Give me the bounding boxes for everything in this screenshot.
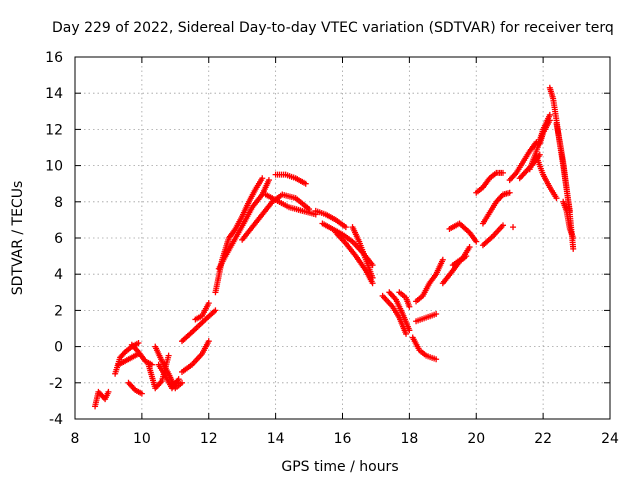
data-point: [212, 307, 219, 314]
axis-ticks: [74, 56, 611, 420]
data-point: [179, 379, 185, 386]
x-tick-label: 22: [534, 431, 552, 447]
x-tick-label: 24: [601, 431, 619, 447]
y-tick-label: 8: [54, 195, 63, 211]
data-point: [302, 180, 309, 187]
data-point: [439, 256, 446, 263]
y-tick-label: 4: [54, 267, 63, 283]
y-tick-label: 12: [45, 122, 63, 138]
y-tick-label: -2: [49, 376, 63, 392]
data-point: [306, 206, 313, 213]
data-point: [259, 175, 266, 182]
y-tick-label: 0: [54, 340, 63, 356]
data-point: [105, 388, 112, 395]
data-point: [205, 338, 212, 345]
x-tick-label: 16: [334, 431, 352, 447]
data-point: [403, 330, 410, 337]
data-point: [138, 390, 145, 397]
x-tick-label: 12: [200, 431, 218, 447]
data-point: [342, 224, 349, 231]
data-point: [510, 224, 517, 231]
data-point: [175, 376, 182, 383]
data-point: [570, 235, 577, 241]
data-point: [265, 177, 272, 184]
data-point: [466, 244, 473, 251]
y-tick-label: -4: [49, 412, 63, 428]
chart-title: Day 229 of 2022, Sidereal Day-to-day VTE…: [52, 20, 614, 36]
data-point: [369, 280, 376, 287]
x-tick-label: 18: [400, 431, 418, 447]
y-tick-label: 6: [54, 231, 63, 247]
data-point: [506, 189, 513, 196]
data-point: [406, 327, 413, 334]
y-axis-label: SDTVAR / TECUs: [10, 181, 26, 296]
data-point: [546, 117, 553, 124]
data-point: [473, 238, 480, 245]
data-point: [433, 311, 440, 318]
data-point: [135, 339, 142, 346]
y-tick-label: 10: [45, 159, 63, 175]
data-point: [205, 300, 212, 307]
data-point: [500, 169, 506, 176]
data-point: [406, 303, 413, 310]
y-tick-label: 16: [45, 50, 63, 66]
x-tick-label: 20: [467, 431, 485, 447]
x-axis-label: GPS time / hours: [281, 459, 398, 475]
y-tick-label: 14: [45, 86, 63, 102]
data-point: [500, 222, 506, 229]
data-point: [165, 352, 172, 359]
y-tick-labels: -4 -2 0 2 4 6 8 10 12 14 16: [45, 50, 63, 428]
x-tick-label: 10: [133, 431, 151, 447]
x-tick-label: 8: [71, 431, 80, 447]
data-points: [92, 84, 577, 410]
data-point: [553, 195, 560, 202]
y-tick-label: 2: [54, 303, 63, 319]
x-tick-label: 14: [267, 431, 285, 447]
data-point: [546, 111, 553, 118]
data-point: [570, 245, 577, 252]
data-point: [433, 356, 440, 363]
x-tick-labels: 8 10 12 14 16 18 20 22 24: [71, 431, 619, 447]
data-point: [369, 274, 376, 281]
